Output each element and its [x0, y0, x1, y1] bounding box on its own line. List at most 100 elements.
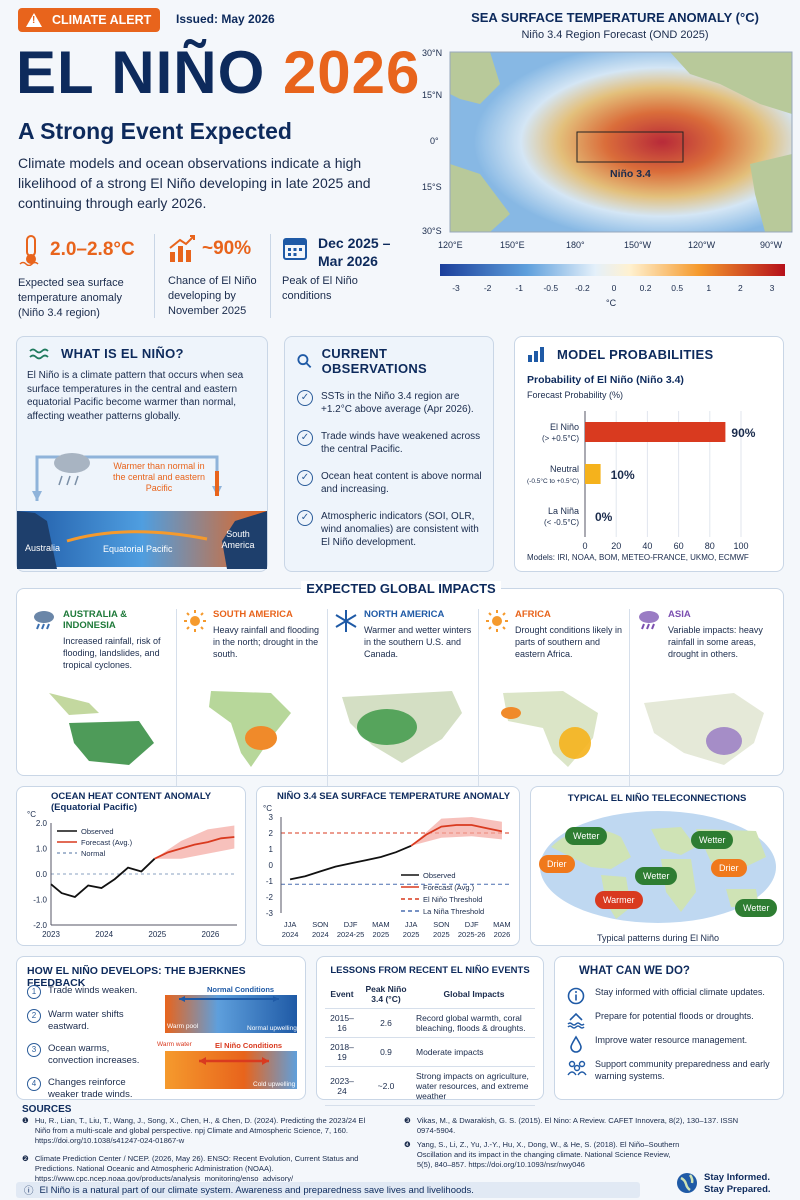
- model-prob-title: MODEL PROBABILITIES: [557, 346, 714, 362]
- tele-warmer: Warmer: [595, 891, 643, 909]
- impacts-title: EXPECTED GLOBAL IMPACTS: [301, 581, 501, 596]
- stat-probability-label: Chance of El Niño developing by November…: [168, 275, 257, 317]
- series-Forecast (Avg.): [410, 824, 503, 847]
- scale-tick-label: -0.2: [575, 283, 590, 293]
- footer-tagline: Stay Informed. Stay Prepared.: [704, 1172, 771, 1195]
- x-tick-label: SON: [312, 920, 328, 929]
- lat-label-30n: 30°N: [422, 48, 442, 58]
- tele-wetter-africa: Wetter: [635, 867, 678, 885]
- what-is-card: WHAT IS EL NIÑO? El Niño is a climate pa…: [16, 336, 268, 572]
- svg-text:180°: 180°: [566, 240, 585, 250]
- impact-region-name: AUSTRALIA & INDONESIA: [63, 609, 128, 631]
- category-sublabel: (-0.5°C to +0.5°C): [527, 477, 579, 485]
- impact-region: ASIA Variable impacts: heavy rainfall in …: [629, 609, 777, 793]
- footer-note: El Niño is a natural part of our climate…: [39, 1184, 474, 1196]
- legend-label: Observed: [423, 871, 456, 880]
- what-is-title: WHAT IS EL NIÑO?: [61, 346, 184, 361]
- x-tick-label: JJA: [284, 920, 297, 929]
- table-row: 2015–16 2.6 Record global warmth, coral bl…: [325, 1008, 535, 1038]
- action-item: Stay informed with official climate upda…: [567, 987, 777, 1005]
- x-tick-label: DJF: [465, 920, 479, 929]
- impact-region-name: AFRICA: [515, 609, 551, 620]
- nino34-chart-title: NIÑO 3.4 SEA SURFACE TEMPERATURE ANOMALY: [277, 791, 511, 802]
- impact-region-map: [332, 683, 472, 774]
- bjerknes-warm-water: Warm water: [157, 1041, 192, 1048]
- wave-icon: [29, 348, 49, 359]
- scale-tick-label: 0.2: [640, 283, 652, 293]
- climate-alert-badge: ! CLIMATE ALERT: [18, 8, 160, 32]
- x-tick-label: MAM: [493, 920, 511, 929]
- x-tick-label: 2026: [494, 930, 511, 939]
- y-tick-label: 0.0: [36, 870, 48, 879]
- bjerknes-normal-label: Normal Conditions: [207, 985, 275, 994]
- bjerknes-diagram: [165, 995, 297, 1089]
- bjerknes-warm-pool: Warm pool: [167, 1023, 199, 1030]
- bjerknes-card: HOW EL NIÑO DEVELOPS: THE BJERKNES FEEDB…: [16, 956, 306, 1100]
- svg-text:120°W: 120°W: [688, 240, 716, 250]
- check-icon: ✓: [297, 510, 313, 526]
- teleconnections-title: TYPICAL EL NIÑO TELECONNECTIONS: [567, 793, 747, 804]
- source-item-4: ❹ Yang, S., Li, Z., Yu, J.-Y., Hu, X., Do…: [404, 1140, 680, 1169]
- tele-wetter-na: Wetter: [565, 827, 608, 845]
- el-nino-diagram: [17, 453, 267, 569]
- x-tick-label: DJF: [344, 920, 358, 929]
- forecast-band: [411, 817, 502, 846]
- x-tick-label: 60: [674, 541, 684, 551]
- flood-icon: [567, 1012, 585, 1029]
- tele-drier-indonesia: Drier: [711, 859, 747, 877]
- check-icon: ✓: [297, 470, 313, 486]
- thermometer-icon: [19, 235, 39, 266]
- issued-date: Issued: May 2026: [176, 12, 275, 26]
- series-Forecast (Avg.): [154, 836, 235, 860]
- bjerknes-step: 3 Ocean warms, convection increases.: [27, 1043, 157, 1067]
- model-prob-footnote: Models: IRI, NOAA, BOM, METEO-FRANCE, UK…: [527, 553, 749, 562]
- svg-text:0°: 0°: [430, 136, 439, 146]
- series-Observed: [289, 844, 412, 881]
- tele-wetter-aus: Wetter: [735, 899, 778, 917]
- y-tick-label: 2: [269, 829, 274, 838]
- impact-region-text: Increased rainfall, risk of flooding, la…: [63, 636, 161, 670]
- impact-region-map: [181, 683, 321, 774]
- intro-text: Climate models and ocean observations in…: [18, 155, 371, 211]
- scale-tick-label: -0.5: [543, 283, 558, 293]
- bar-growth-icon: [169, 235, 195, 262]
- stat-temperature: 2.0–2.8°C Expected sea surface temperatu…: [18, 234, 148, 324]
- table-row: 2023–24 ~2.0 Strong impacts on agriculture…: [325, 1066, 535, 1106]
- legend-label: Normal: [81, 849, 106, 858]
- snowflake-icon: [334, 609, 358, 638]
- impact-region-name: NORTH AMERICA: [364, 609, 445, 620]
- x-tick-label: 2024: [282, 930, 299, 939]
- y-tick-label: -2.0: [33, 921, 47, 930]
- nino34-chart-card: NIÑO 3.4 SEA SURFACE TEMPERATURE ANOMALY…: [256, 786, 520, 946]
- series-Observed: [50, 858, 156, 898]
- observation-item: ✓ Trade winds have weakened across the ce…: [297, 430, 483, 456]
- source-item-2: ❷ Climate Prediction Center / NCEP. (2026…: [22, 1154, 359, 1183]
- storm-cloud-icon: [636, 609, 662, 636]
- teleconnections-caption: Typical patterns during El Niño: [596, 933, 720, 943]
- warning-icon: !: [26, 13, 42, 27]
- x-tick-label: 40: [642, 541, 652, 551]
- probability-bar-chart: 0 20 40 60 80 100 El Niño (> +0.5°C) 90% Neutral (…: [527, 411, 756, 551]
- y-tick-label: 2.0: [36, 819, 48, 828]
- x-tick-label: 2025: [433, 930, 450, 939]
- bjerknes-elnino-label: El Niño Conditions: [215, 1041, 283, 1050]
- observation-item: ✓ Ocean heat content is above normal and …: [297, 470, 483, 496]
- sun-icon: [485, 609, 509, 638]
- svg-text:120°E: 120°E: [438, 240, 463, 250]
- table-row: 2018–19 0.9 Moderate impacts: [325, 1037, 535, 1067]
- sst-map-title: SEA SURFACE TEMPERATURE ANOMALY (°C): [471, 10, 759, 25]
- x-tick-label: 2024: [95, 930, 113, 939]
- bar-El Niño: [585, 422, 726, 442]
- tele-drier: Drier: [539, 855, 575, 873]
- y-tick-label: 1.0: [36, 845, 48, 854]
- sst-map-subtitle: Niño 3.4 Region Forecast (OND 2025): [521, 29, 709, 41]
- stat-probability: ~90% Chance of El Niño developing by Nov…: [168, 234, 278, 324]
- x-tick-label: MAM: [372, 920, 390, 929]
- model-prob-card: MODEL PROBABILITIES Probability of El Ni…: [514, 336, 784, 572]
- footer-note-bar: ⓘ El Niño is a natural part of our clima…: [16, 1182, 640, 1198]
- source-item-3: ❸ Vikas, M., & Dwarakish, G. S. (2015). E…: [404, 1116, 739, 1135]
- x-tick-label: 2025: [148, 930, 166, 939]
- y-tick-label: -1.0: [33, 896, 47, 905]
- impact-region: NORTH AMERICA Warmer and wetter winters i…: [327, 609, 475, 793]
- bjerknes-step: 1 Trade winds weaken.: [27, 985, 157, 999]
